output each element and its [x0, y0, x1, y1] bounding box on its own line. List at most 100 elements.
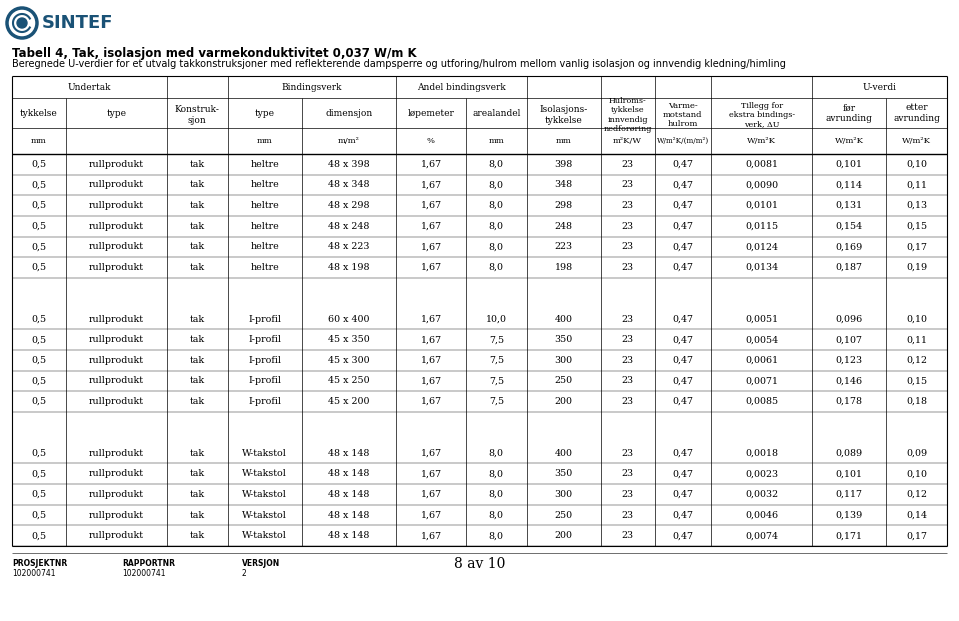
Text: 0,47: 0,47: [672, 469, 693, 478]
Text: 0,17: 0,17: [906, 242, 927, 252]
Text: 0,5: 0,5: [32, 242, 46, 252]
Text: 23: 23: [621, 531, 634, 540]
Text: 48 x 198: 48 x 198: [328, 263, 369, 272]
Text: mm: mm: [257, 137, 272, 145]
Text: mm: mm: [488, 137, 504, 145]
Text: rullprodukt: rullprodukt: [89, 356, 144, 365]
Text: I-profil: I-profil: [248, 397, 281, 406]
Text: 1,67: 1,67: [420, 242, 441, 252]
Text: 0,117: 0,117: [836, 490, 863, 499]
Text: 0,5: 0,5: [32, 181, 46, 189]
Text: 23: 23: [621, 490, 634, 499]
Text: 0,11: 0,11: [906, 335, 927, 344]
Text: 0,0051: 0,0051: [745, 315, 779, 324]
Text: 8,0: 8,0: [489, 263, 503, 272]
Text: 48 x 348: 48 x 348: [328, 181, 369, 189]
Text: I-profil: I-profil: [248, 315, 281, 324]
Text: 0,0071: 0,0071: [745, 376, 779, 386]
Text: 1,67: 1,67: [420, 335, 441, 344]
Text: 48 x 248: 48 x 248: [328, 222, 369, 231]
Text: tak: tak: [190, 242, 205, 252]
Text: rullprodukt: rullprodukt: [89, 335, 144, 344]
Text: 1,67: 1,67: [420, 356, 441, 365]
Text: 8,0: 8,0: [489, 510, 503, 520]
Text: rullprodukt: rullprodukt: [89, 531, 144, 540]
Text: 23: 23: [621, 356, 634, 365]
Text: 0,123: 0,123: [835, 356, 863, 365]
Text: 300: 300: [554, 490, 573, 499]
Text: type: type: [106, 109, 127, 117]
Text: 1,67: 1,67: [420, 201, 441, 210]
Text: 0,101: 0,101: [836, 469, 863, 478]
Text: 23: 23: [621, 510, 634, 520]
Text: tak: tak: [190, 222, 205, 231]
Text: Varme-
motstand
hulrom: Varme- motstand hulrom: [664, 102, 703, 128]
Text: 0,12: 0,12: [906, 490, 927, 499]
Text: 0,096: 0,096: [835, 315, 863, 324]
Text: 0,187: 0,187: [836, 263, 863, 272]
Text: mm: mm: [556, 137, 572, 145]
Text: 45 x 200: 45 x 200: [328, 397, 369, 406]
Text: 23: 23: [621, 448, 634, 458]
Text: 0,18: 0,18: [906, 397, 927, 406]
Text: 350: 350: [554, 469, 573, 478]
Text: 0,114: 0,114: [836, 181, 863, 189]
Text: 0,09: 0,09: [906, 448, 927, 458]
Text: før
avrunding: før avrunding: [826, 103, 873, 123]
Text: 0,5: 0,5: [32, 376, 46, 386]
Text: 23: 23: [621, 242, 634, 252]
Text: 0,0134: 0,0134: [745, 263, 779, 272]
Text: 200: 200: [554, 397, 573, 406]
Text: 400: 400: [554, 448, 573, 458]
Text: 23: 23: [621, 469, 634, 478]
Text: 0,5: 0,5: [32, 263, 46, 272]
Text: 23: 23: [621, 181, 634, 189]
Text: 0,0101: 0,0101: [745, 201, 779, 210]
Text: 0,5: 0,5: [32, 356, 46, 365]
Text: 0,0023: 0,0023: [745, 469, 779, 478]
Text: U-verdi: U-verdi: [863, 83, 897, 91]
Text: rullprodukt: rullprodukt: [89, 160, 144, 169]
Text: 0,5: 0,5: [32, 160, 46, 169]
Text: 10,0: 10,0: [486, 315, 507, 324]
Text: 0,5: 0,5: [32, 222, 46, 231]
Text: 0,47: 0,47: [672, 181, 693, 189]
Text: heltre: heltre: [250, 201, 279, 210]
Text: 0,154: 0,154: [835, 222, 863, 231]
Text: Tabell 4, Tak, isolasjon med varmekonduktivitet 0,037 W/m K: Tabell 4, Tak, isolasjon med varmekonduk…: [12, 47, 416, 60]
Text: arealandel: arealandel: [472, 109, 521, 117]
Text: 0,15: 0,15: [906, 376, 927, 386]
Text: 48 x 223: 48 x 223: [328, 242, 369, 252]
Text: 48 x 148: 48 x 148: [328, 448, 369, 458]
Text: tak: tak: [190, 315, 205, 324]
Text: 1,67: 1,67: [420, 315, 441, 324]
Text: Tillegg for
ekstra bindings-
verk, ΔU: Tillegg for ekstra bindings- verk, ΔU: [729, 102, 795, 128]
Text: 8,0: 8,0: [489, 201, 503, 210]
Text: 223: 223: [554, 242, 573, 252]
Text: W-takstol: W-takstol: [243, 469, 287, 478]
Text: heltre: heltre: [250, 263, 279, 272]
Text: 23: 23: [621, 263, 634, 272]
Text: 0,13: 0,13: [906, 201, 927, 210]
Text: 0,47: 0,47: [672, 376, 693, 386]
Text: W-takstol: W-takstol: [243, 448, 287, 458]
Text: 0,5: 0,5: [32, 531, 46, 540]
Text: 0,47: 0,47: [672, 510, 693, 520]
Text: 0,178: 0,178: [836, 397, 863, 406]
Text: 48 x 148: 48 x 148: [328, 490, 369, 499]
Text: 0,5: 0,5: [32, 335, 46, 344]
Text: %: %: [427, 137, 435, 145]
Text: rullprodukt: rullprodukt: [89, 469, 144, 478]
Text: tak: tak: [190, 397, 205, 406]
Text: tak: tak: [190, 490, 205, 499]
Text: 0,47: 0,47: [672, 531, 693, 540]
Text: Konstruk-
sjon: Konstruk- sjon: [175, 106, 220, 125]
Text: rullprodukt: rullprodukt: [89, 222, 144, 231]
Text: 8,0: 8,0: [489, 222, 503, 231]
Text: 1,67: 1,67: [420, 160, 441, 169]
Text: rullprodukt: rullprodukt: [89, 397, 144, 406]
Text: 250: 250: [554, 376, 573, 386]
Text: 0,0032: 0,0032: [745, 490, 779, 499]
Text: 1,67: 1,67: [420, 222, 441, 231]
Text: 300: 300: [554, 356, 573, 365]
